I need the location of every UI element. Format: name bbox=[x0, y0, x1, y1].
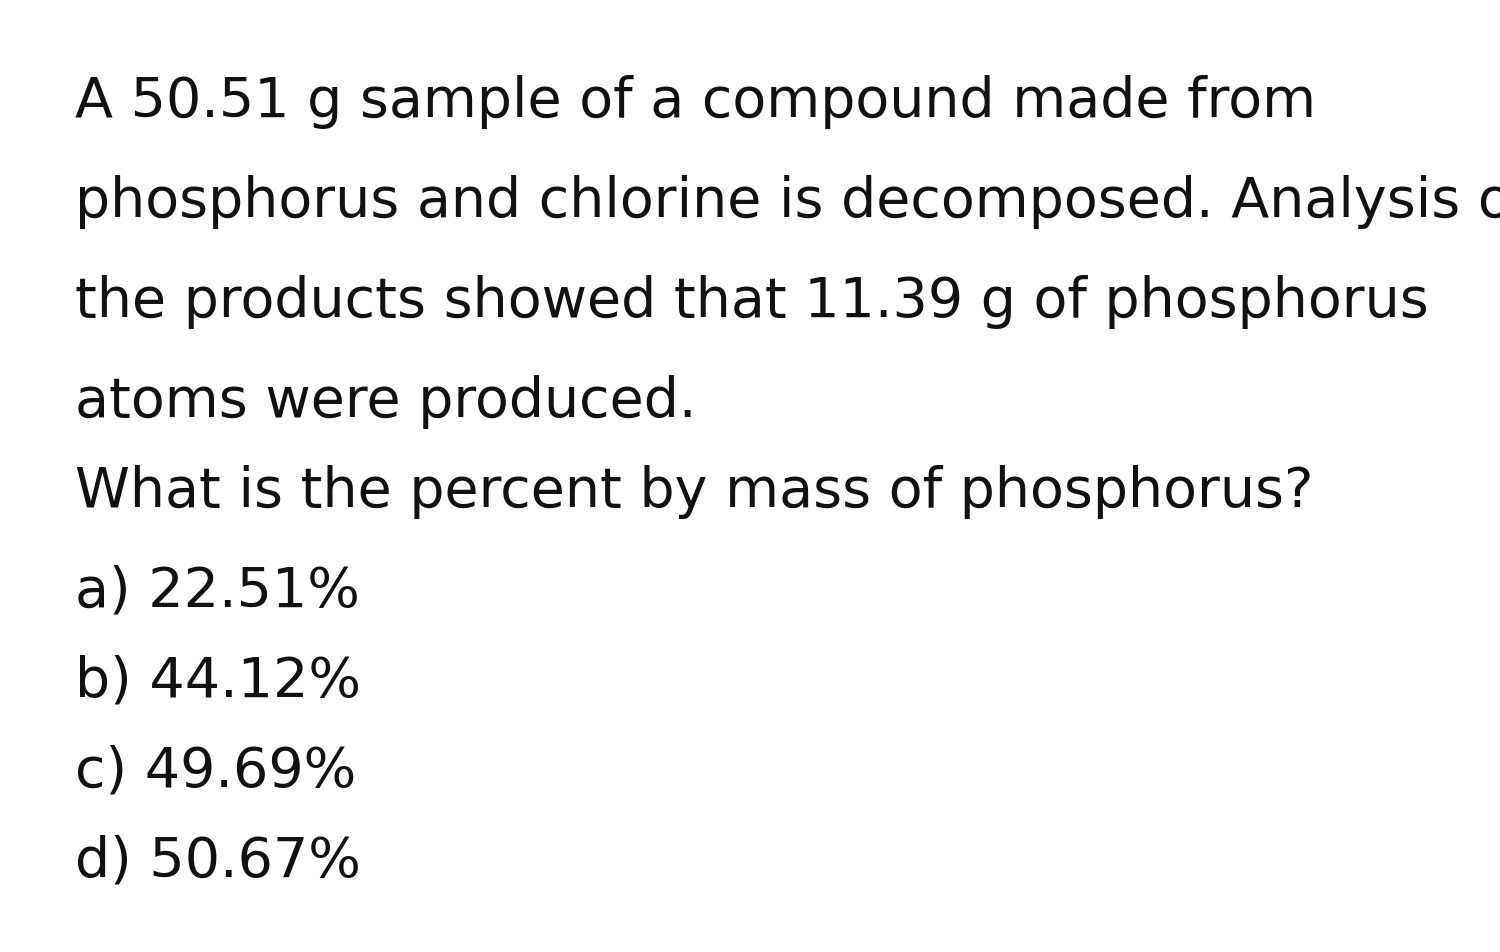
Text: A 50.51 g sample of a compound made from: A 50.51 g sample of a compound made from bbox=[75, 75, 1316, 129]
Text: phosphorus and chlorine is decomposed. Analysis of: phosphorus and chlorine is decomposed. A… bbox=[75, 175, 1500, 229]
Text: What is the percent by mass of phosphorus?: What is the percent by mass of phosphoru… bbox=[75, 465, 1314, 519]
Text: atoms were produced.: atoms were produced. bbox=[75, 375, 696, 429]
Text: c) 49.69%: c) 49.69% bbox=[75, 745, 357, 799]
Text: d) 50.67%: d) 50.67% bbox=[75, 835, 362, 889]
Text: the products showed that 11.39 g of phosphorus: the products showed that 11.39 g of phos… bbox=[75, 275, 1428, 329]
Text: b) 44.12%: b) 44.12% bbox=[75, 655, 362, 709]
Text: a) 22.51%: a) 22.51% bbox=[75, 565, 360, 619]
